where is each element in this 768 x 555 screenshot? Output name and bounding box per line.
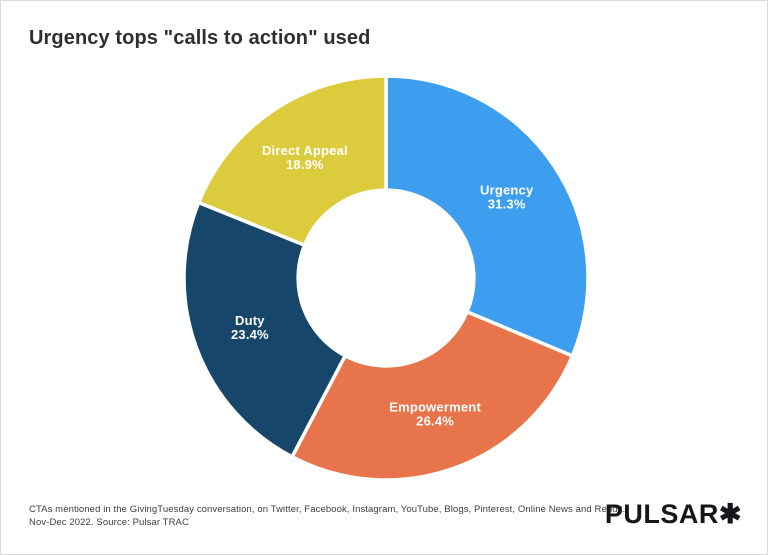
pulsar-logo: PULSAR✱ [605,499,742,530]
page-title: Urgency tops "calls to action" used [29,27,371,49]
pulsar-logo-asterisk-icon: ✱ [718,499,742,529]
pulsar-logo-text: PULSAR [604,499,719,529]
source-note-line2: Nov-Dec 2022. Source: Pulsar TRAC [29,517,189,528]
source-note: CTAs mentioned in the GivingTuesday conv… [29,503,625,529]
segment-label-urgency: Urgency 31.3% [480,183,534,212]
segment-label-empowerment: Empowerment 26.4% [389,399,481,428]
donut-segment-empowerment [290,310,575,482]
segment-label-duty: Duty 23.4% [231,313,269,342]
donut-segment-duty [182,200,347,459]
segment-label-direct-appeal: Direct Appeal 18.9% [262,143,348,172]
donut-segment-direct-appeal [196,74,388,247]
donut-segment-urgency [384,74,590,358]
source-note-line1: CTAs mentioned in the GivingTuesday conv… [29,504,626,515]
